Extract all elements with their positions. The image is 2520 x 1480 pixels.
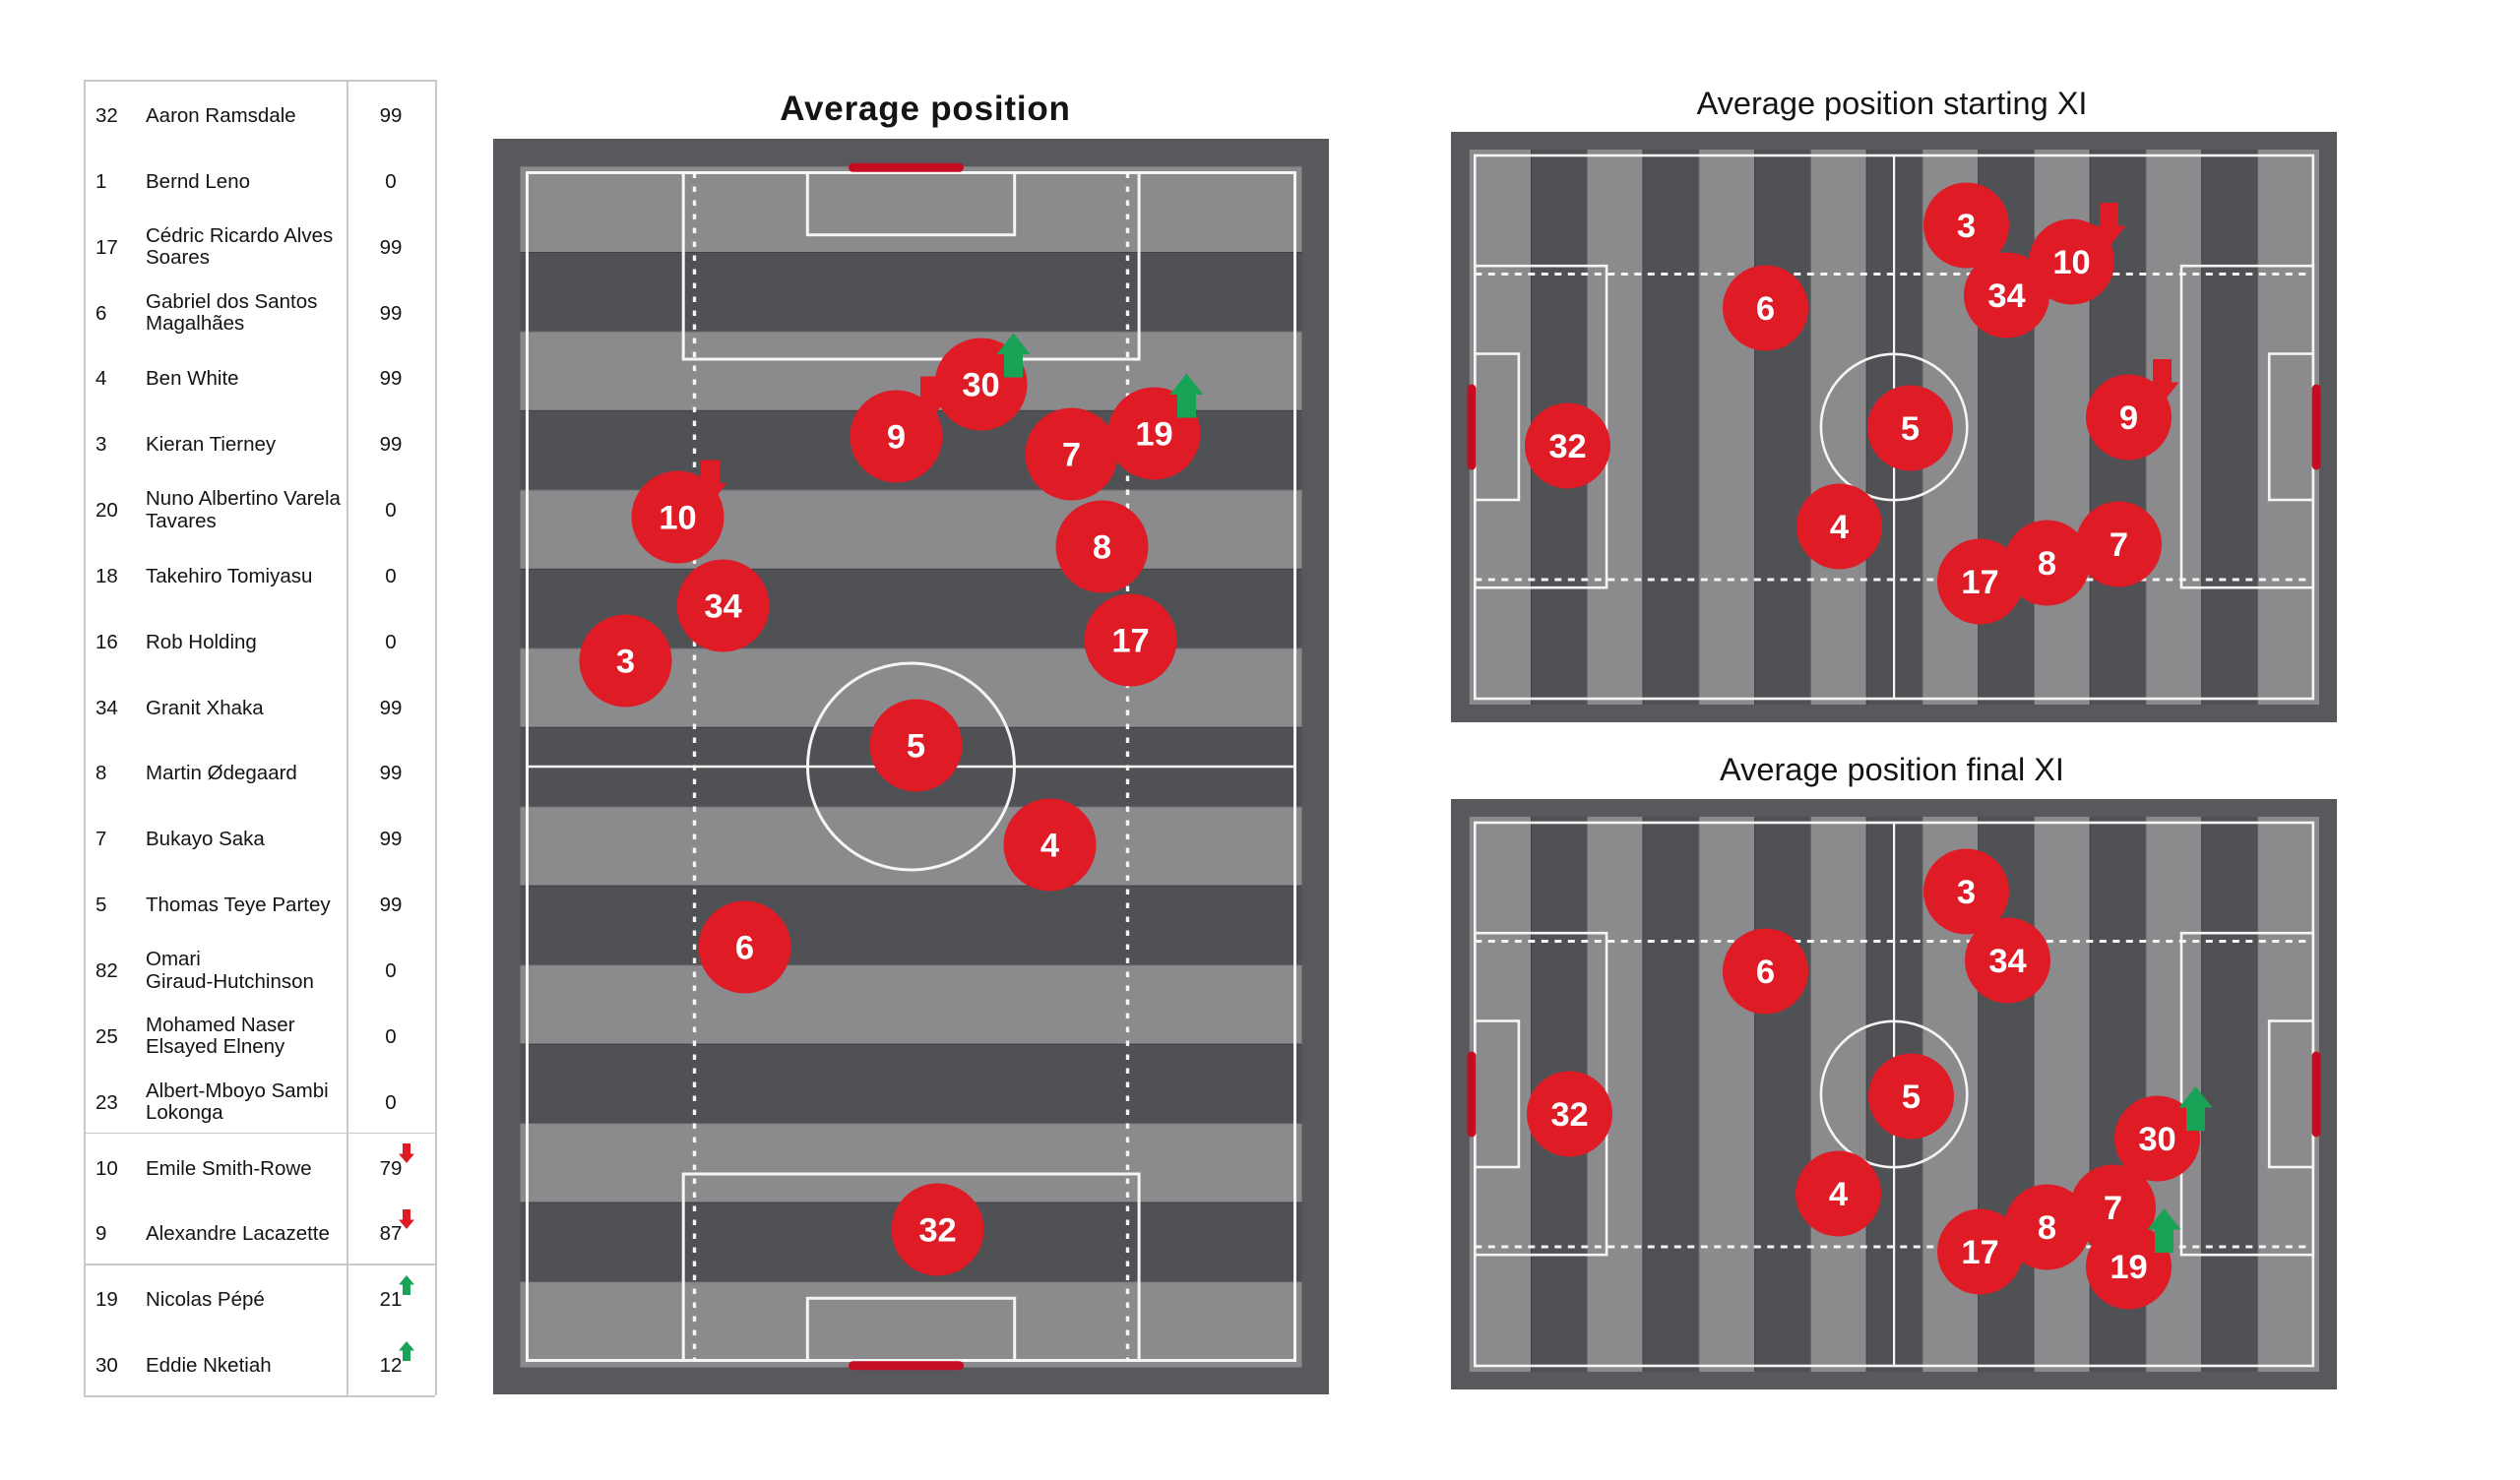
svg-text:10: 10	[2052, 244, 2090, 281]
svg-text:8: 8	[2037, 545, 2055, 583]
svg-text:10: 10	[659, 499, 696, 536]
svg-text:19: 19	[1135, 415, 1172, 453]
svg-text:5: 5	[1901, 1079, 1920, 1116]
svg-text:32: 32	[1548, 428, 1586, 465]
svg-text:9: 9	[886, 418, 905, 456]
svg-text:32: 32	[1550, 1096, 1588, 1134]
svg-text:3: 3	[615, 643, 634, 680]
svg-text:7: 7	[1061, 436, 1080, 473]
svg-text:17: 17	[1961, 1234, 1998, 1271]
svg-text:3: 3	[1956, 208, 1975, 245]
svg-text:7: 7	[2103, 1190, 2121, 1227]
svg-text:6: 6	[1755, 290, 1774, 328]
svg-text:6: 6	[734, 929, 753, 966]
svg-text:5: 5	[1900, 410, 1919, 448]
svg-text:34: 34	[704, 587, 741, 625]
svg-text:5: 5	[906, 727, 924, 765]
svg-text:34: 34	[1988, 943, 2026, 980]
svg-text:32: 32	[918, 1211, 956, 1249]
svg-text:4: 4	[1040, 827, 1058, 864]
svg-text:8: 8	[2037, 1209, 2055, 1247]
svg-text:7: 7	[2109, 526, 2127, 564]
svg-text:8: 8	[1092, 528, 1110, 566]
svg-text:34: 34	[1987, 278, 2025, 315]
svg-text:17: 17	[1961, 564, 1998, 601]
svg-text:9: 9	[2118, 400, 2137, 437]
svg-text:30: 30	[962, 366, 999, 403]
svg-text:4: 4	[1828, 1176, 1847, 1213]
svg-text:17: 17	[1111, 622, 1149, 659]
svg-text:3: 3	[1956, 874, 1975, 911]
svg-text:6: 6	[1755, 954, 1774, 991]
svg-text:30: 30	[2138, 1121, 2175, 1158]
svg-text:4: 4	[1829, 509, 1848, 546]
svg-text:19: 19	[2110, 1249, 2147, 1286]
